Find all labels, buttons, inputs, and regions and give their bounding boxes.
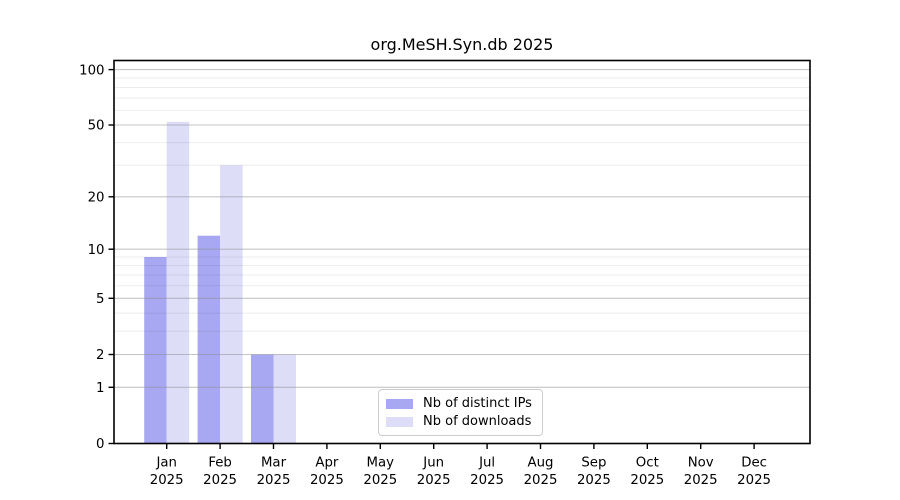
x-tick-year-label: 2025 bbox=[684, 473, 718, 488]
legend-swatch-downloads bbox=[386, 417, 413, 427]
legend-entry-distinct-ips: Nb of distinct IPs bbox=[386, 396, 534, 412]
x-tick-year-label: 2025 bbox=[630, 473, 664, 488]
legend-entry-downloads: Nb of downloads bbox=[386, 414, 534, 430]
legend-label-distinct-ips: Nb of distinct IPs bbox=[423, 396, 532, 411]
y-tick-label: 1 bbox=[96, 381, 104, 396]
x-tick-month-label: Jan bbox=[155, 456, 177, 471]
legend-swatch-distinct-ips bbox=[386, 399, 413, 409]
x-tick-month-label: Aug bbox=[528, 456, 554, 471]
y-tick-label: 5 bbox=[96, 292, 104, 307]
x-tick-month-label: Jun bbox=[422, 456, 444, 471]
x-tick-month-label: Dec bbox=[741, 456, 767, 471]
plot-frame bbox=[113, 59, 811, 445]
bar-downloads-feb bbox=[220, 165, 243, 444]
bar-distinct-ips-feb bbox=[197, 235, 221, 444]
chart-title: org.MeSH.Syn.db 2025 bbox=[370, 35, 554, 54]
x-tick-month-label: Oct bbox=[636, 456, 659, 471]
legend-label-downloads: Nb of downloads bbox=[423, 414, 532, 429]
x-tick-year-label: 2025 bbox=[524, 473, 558, 488]
y-tick-label: 10 bbox=[88, 243, 105, 258]
bar-distinct-ips-mar bbox=[251, 354, 274, 444]
x-tick-year-label: 2025 bbox=[417, 473, 451, 488]
x-tick-month-label: Nov bbox=[688, 456, 714, 471]
bar-downloads-jan bbox=[166, 121, 190, 444]
x-tick-month-label: Feb bbox=[208, 456, 232, 471]
bar-downloads-mar bbox=[273, 354, 296, 444]
y-tick-label: 0 bbox=[96, 437, 104, 452]
x-tick-year-label: 2025 bbox=[310, 473, 344, 488]
x-tick-year-label: 2025 bbox=[203, 473, 237, 488]
y-tick-label: 50 bbox=[88, 119, 105, 134]
x-tick-year-label: 2025 bbox=[150, 473, 184, 488]
y-tick-label: 20 bbox=[88, 191, 105, 206]
x-tick-month-label: Mar bbox=[261, 456, 287, 471]
x-tick-month-label: Apr bbox=[315, 456, 339, 471]
legend: Nb of distinct IPs Nb of downloads bbox=[378, 389, 543, 436]
x-tick-month-label: Sep bbox=[581, 456, 606, 471]
y-tick-label: 2 bbox=[96, 348, 104, 363]
y-tick-label: 100 bbox=[79, 63, 104, 78]
x-tick-year-label: 2025 bbox=[363, 473, 397, 488]
x-tick-year-label: 2025 bbox=[257, 473, 291, 488]
x-tick-year-label: 2025 bbox=[470, 473, 504, 488]
bar-distinct-ips-jan bbox=[144, 257, 167, 444]
x-tick-month-label: Jul bbox=[478, 456, 495, 471]
x-tick-month-label: May bbox=[367, 456, 395, 471]
x-tick-year-label: 2025 bbox=[577, 473, 611, 488]
x-tick-year-label: 2025 bbox=[737, 473, 771, 488]
